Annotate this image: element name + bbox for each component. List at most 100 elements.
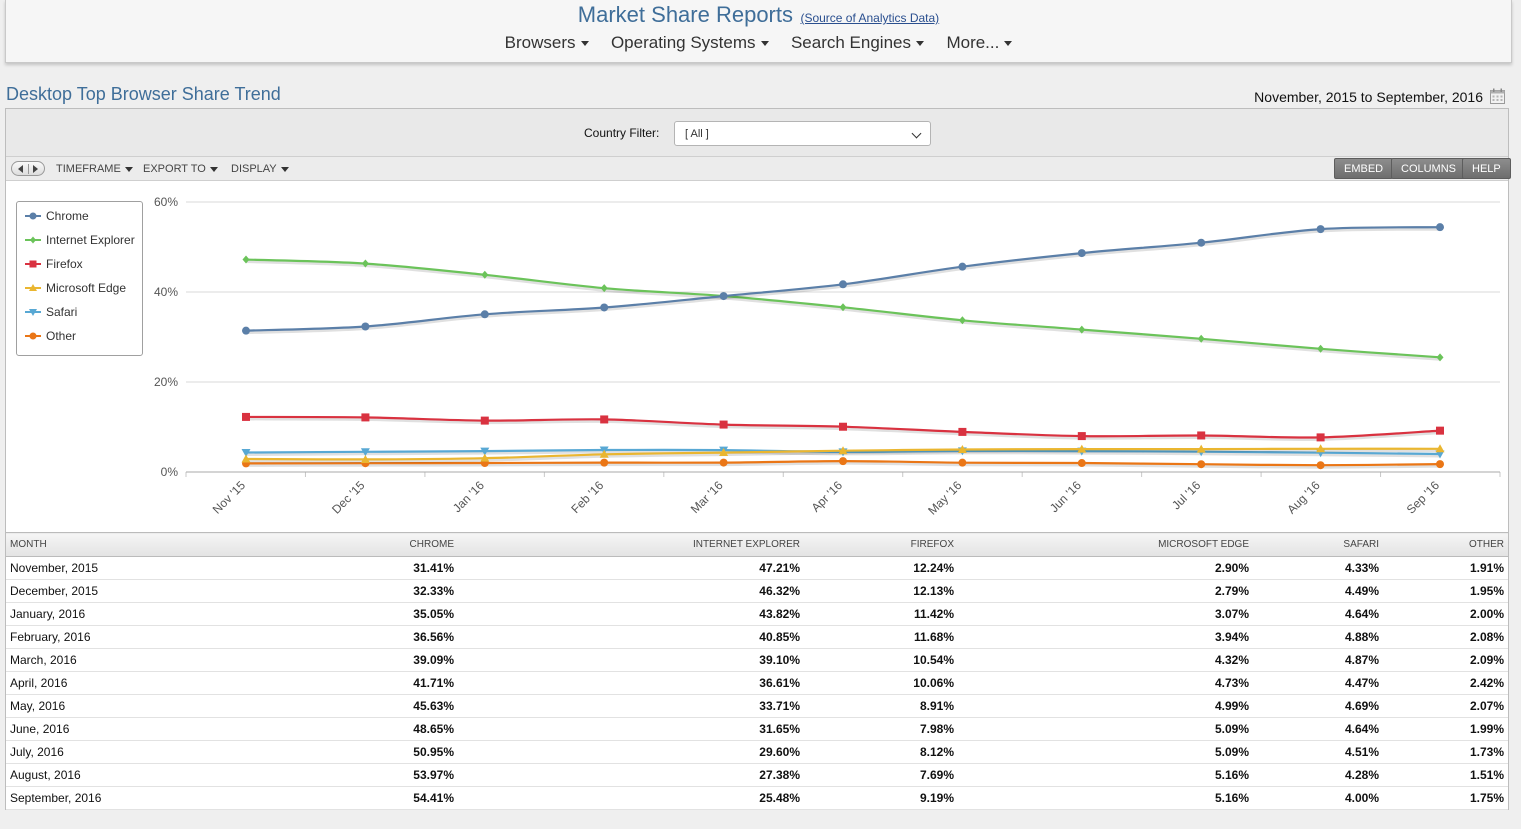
legend-item-chrome[interactable]: Chrome bbox=[25, 208, 140, 224]
cell-internet-explorer: 36.61% bbox=[458, 671, 804, 695]
timeframe-menu[interactable]: TIMEFRAME bbox=[56, 163, 133, 175]
data-point-firefox bbox=[719, 420, 728, 429]
data-point-firefox bbox=[1197, 431, 1206, 440]
cell-month: January, 2016 bbox=[6, 602, 216, 626]
data-point-other bbox=[958, 458, 967, 467]
caret-down-icon bbox=[124, 166, 133, 172]
export-to-menu-label: EXPORT TO bbox=[143, 163, 206, 175]
y-tick-label: 60% bbox=[154, 195, 178, 209]
cell-safari: 4.88% bbox=[1253, 625, 1383, 649]
legend-marker bbox=[29, 284, 37, 291]
legend-item-safari[interactable]: Safari bbox=[25, 304, 140, 320]
table-row: July, 2016 50.95% 29.60% 8.12% 5.09% 4.51% 1.7… bbox=[6, 740, 1508, 764]
cell-microsoft-edge: 2.90% bbox=[958, 556, 1253, 580]
data-point-microsoft-edge bbox=[241, 454, 251, 463]
cell-safari: 4.47% bbox=[1253, 671, 1383, 695]
legend-swatch-internet-explorer bbox=[25, 236, 41, 244]
cell-internet-explorer: 25.48% bbox=[458, 786, 804, 810]
cell-internet-explorer: 43.82% bbox=[458, 602, 804, 626]
cell-safari: 4.28% bbox=[1253, 763, 1383, 787]
legend-swatch-firefox bbox=[25, 260, 41, 268]
columns-button[interactable]: COLUMNS bbox=[1391, 158, 1467, 179]
caret-down-icon bbox=[280, 166, 289, 172]
data-point-microsoft-edge bbox=[838, 446, 848, 455]
cell-microsoft-edge: 5.16% bbox=[958, 786, 1253, 810]
export-to-menu[interactable]: EXPORT TO bbox=[143, 163, 218, 175]
x-tick-label: Feb '16 bbox=[568, 478, 606, 516]
chart-legend: Chrome Internet Explorer Firefox Microsoft … bbox=[16, 201, 143, 356]
data-point-chrome bbox=[1316, 225, 1325, 234]
cell-month: September, 2016 bbox=[6, 786, 216, 810]
cell-safari: 4.64% bbox=[1253, 602, 1383, 626]
nav-browsers[interactable]: Browsers bbox=[505, 33, 589, 53]
column-header-internet-explorer[interactable]: INTERNET EXPLORER bbox=[458, 532, 804, 557]
data-point-safari bbox=[241, 449, 251, 458]
cell-month: November, 2015 bbox=[6, 556, 216, 580]
cell-firefox: 10.54% bbox=[804, 648, 958, 672]
column-header-chrome[interactable]: CHROME bbox=[216, 532, 458, 557]
data-table: MONTH CHROME INTERNET EXPLORER FIREFOX M… bbox=[6, 532, 1508, 810]
data-point-microsoft-edge bbox=[480, 453, 490, 462]
help-button[interactable]: HELP bbox=[1462, 158, 1511, 179]
legend-item-other[interactable]: Other bbox=[25, 328, 140, 344]
country-filter-select[interactable]: [ All ] bbox=[674, 121, 931, 146]
legend-item-internet-explorer[interactable]: Internet Explorer bbox=[25, 232, 140, 248]
cell-other: 2.00% bbox=[1383, 602, 1508, 626]
data-point-safari bbox=[480, 447, 490, 456]
period-pager bbox=[11, 161, 45, 176]
y-tick-label: 40% bbox=[154, 285, 178, 299]
data-point-internet-explorer bbox=[958, 316, 966, 325]
display-menu[interactable]: DISPLAY bbox=[231, 163, 289, 175]
data-point-chrome bbox=[361, 322, 370, 331]
x-tick-label: Apr '16 bbox=[809, 478, 846, 515]
next-arrow-icon[interactable] bbox=[27, 164, 43, 174]
data-point-other bbox=[1077, 459, 1086, 468]
report-panel: Country Filter: [ All ] TIMEFRAME EXPORT… bbox=[5, 108, 1511, 810]
data-point-internet-explorer bbox=[839, 303, 847, 312]
cell-month: February, 2016 bbox=[6, 625, 216, 649]
cell-chrome: 32.33% bbox=[216, 579, 458, 603]
table-row: December, 2015 32.33% 46.32% 12.13% 2.79% 4.4… bbox=[6, 579, 1508, 603]
column-header-month[interactable]: MONTH bbox=[6, 532, 216, 557]
column-header-safari[interactable]: SAFARI bbox=[1253, 532, 1383, 557]
chevron-down-icon bbox=[911, 128, 922, 139]
column-header-firefox[interactable]: FIREFOX bbox=[804, 532, 958, 557]
data-point-safari bbox=[360, 448, 370, 457]
nav-search-engines[interactable]: Search Engines bbox=[791, 33, 924, 53]
cell-chrome: 48.65% bbox=[216, 717, 458, 741]
table-row: January, 2016 35.05% 43.82% 11.42% 3.07% 4.64… bbox=[6, 602, 1508, 626]
source-link[interactable]: (Source of Analytics Data) bbox=[800, 11, 940, 25]
column-header-microsoft-edge[interactable]: MICROSOFT EDGE bbox=[958, 532, 1253, 557]
data-point-chrome bbox=[1077, 249, 1086, 258]
nav-more[interactable]: More... bbox=[946, 33, 1013, 53]
legend-item-firefox[interactable]: Firefox bbox=[25, 256, 140, 272]
calendar-icon[interactable] bbox=[1490, 88, 1505, 104]
data-point-microsoft-edge bbox=[599, 449, 609, 458]
table-row: May, 2016 45.63% 33.71% 8.91% 4.99% 4.69% 2.07… bbox=[6, 694, 1508, 718]
legend-swatch-microsoft-edge bbox=[25, 284, 41, 291]
cell-microsoft-edge: 3.94% bbox=[958, 625, 1253, 649]
x-tick-label: Nov '15 bbox=[210, 478, 249, 517]
embed-button[interactable]: EMBED bbox=[1334, 158, 1394, 179]
column-header-other[interactable]: OTHER bbox=[1383, 532, 1508, 557]
site-title-row: Market Share Reports (Source of Analytic… bbox=[6, 2, 1511, 28]
table-header-row: MONTH CHROME INTERNET EXPLORER FIREFOX M… bbox=[6, 532, 1508, 557]
data-point-chrome bbox=[242, 326, 250, 335]
site-title: Market Share Reports bbox=[577, 2, 793, 27]
caret-down-icon bbox=[916, 41, 924, 47]
nav-operating-systems[interactable]: Operating Systems bbox=[611, 33, 769, 53]
data-point-internet-explorer bbox=[361, 259, 369, 268]
cell-microsoft-edge: 5.16% bbox=[958, 763, 1253, 787]
cell-internet-explorer: 39.10% bbox=[458, 648, 804, 672]
series-line-chrome bbox=[245, 226, 1441, 332]
data-point-firefox bbox=[361, 413, 370, 422]
cell-month: May, 2016 bbox=[6, 694, 216, 718]
x-tick-label: Dec '15 bbox=[329, 478, 368, 517]
cell-other: 2.08% bbox=[1383, 625, 1508, 649]
data-point-chrome bbox=[480, 310, 489, 319]
cell-firefox: 12.24% bbox=[804, 556, 958, 580]
page-title: Desktop Top Browser Share Trend bbox=[6, 84, 281, 104]
cell-internet-explorer: 27.38% bbox=[458, 763, 804, 787]
legend-item-microsoft-edge[interactable]: Microsoft Edge bbox=[25, 280, 140, 296]
previous-arrow-icon[interactable] bbox=[13, 164, 29, 174]
